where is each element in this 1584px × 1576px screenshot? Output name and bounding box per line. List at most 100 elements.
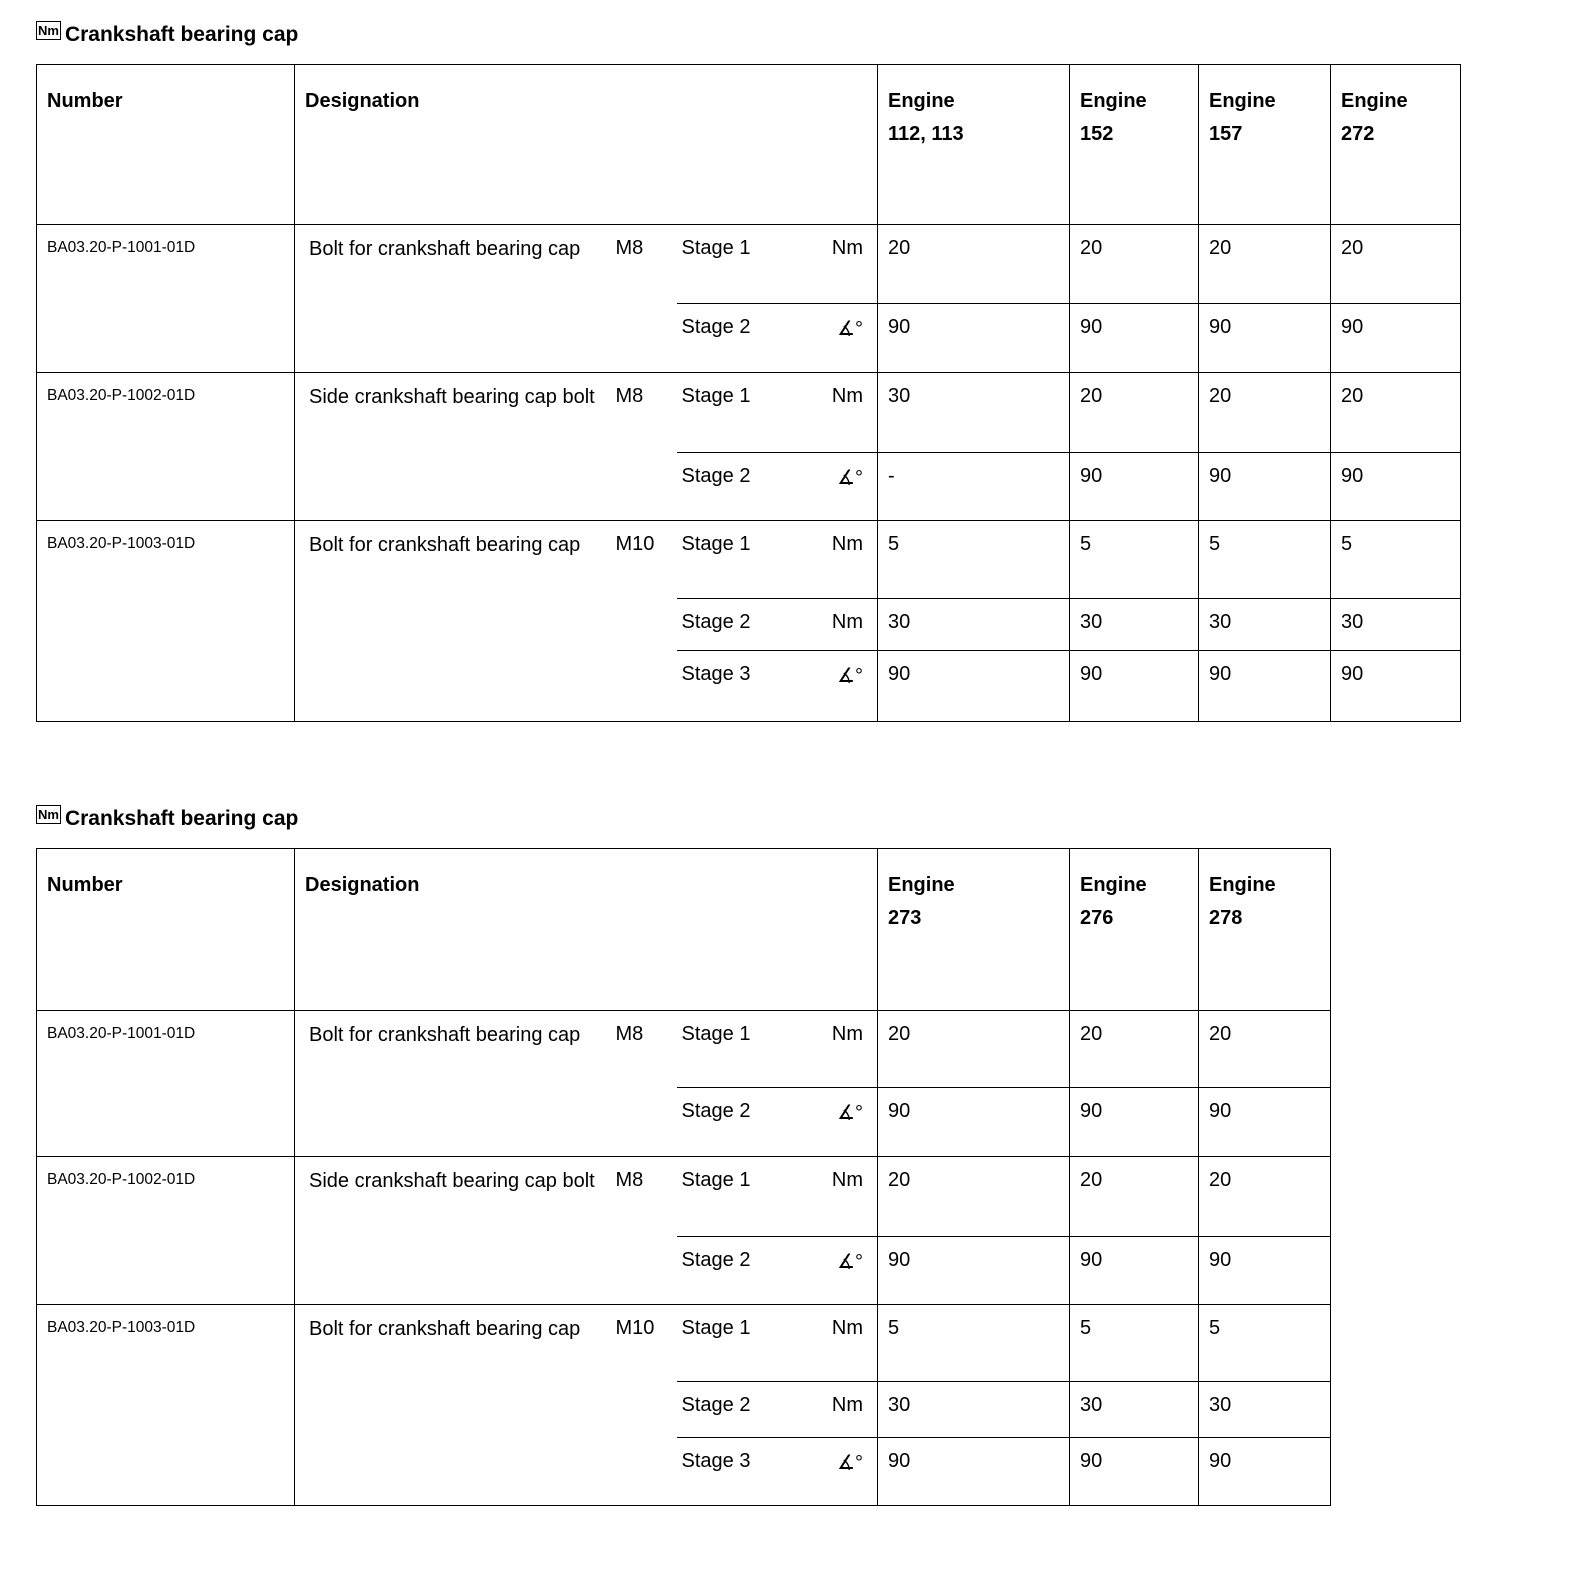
torque-value: 5: [1198, 520, 1331, 599]
header-engine: Engine 152: [1069, 64, 1199, 225]
stage-label: Stage 2: [676, 1381, 816, 1438]
angle-degree-icon: ∡°: [815, 303, 878, 373]
engine-code: 157: [1209, 123, 1243, 145]
angle-degree-icon: ∡°: [815, 452, 878, 521]
torque-value: 20: [1330, 372, 1461, 453]
thread-size: M8: [615, 372, 677, 521]
stage-label: Stage 1: [676, 1156, 816, 1237]
table-row: Stage 2 Nm 30 30 30: [37, 1381, 1331, 1438]
section-title: Nm Crankshaft bearing cap: [36, 804, 1331, 834]
torque-value: 5: [1330, 520, 1461, 599]
torque-value: 5: [1069, 1304, 1199, 1382]
torque-value: 90: [1069, 1437, 1199, 1506]
torque-value: 90: [1330, 650, 1461, 722]
unit-nm: Nm: [815, 1156, 878, 1237]
table-row: Stage 2 ∡° 90 90 90: [37, 1236, 1331, 1305]
unit-nm: Nm: [815, 520, 878, 599]
torque-value: 90: [1198, 1087, 1331, 1157]
table-row: Stage 3 ∡° 90 90 90 90: [37, 650, 1461, 722]
torque-table: Number Designation Engine 112, 113 Engine 152…: [36, 64, 1461, 722]
stage-label: Stage 1: [676, 372, 816, 453]
header-row: Number Designation Engine 273 Engine 276 Engin…: [36, 848, 1331, 1011]
stage-label: Stage 2: [676, 452, 816, 521]
torque-value: 90: [1069, 303, 1199, 373]
unit-nm: Nm: [815, 598, 878, 651]
torque-value: 90: [877, 1437, 1070, 1506]
torque-value: 90: [1330, 452, 1461, 521]
torque-value: 90: [877, 1087, 1070, 1157]
engine-label: Engine: [1209, 90, 1276, 112]
table-row: BA03.20-P-1001-01D Bolt for crankshaft be…: [36, 224, 1461, 373]
thread-size: M10: [615, 520, 677, 722]
stage-label: Stage 2: [676, 1087, 816, 1157]
angle-degree-icon: ∡°: [815, 650, 878, 722]
unit-nm: Nm: [815, 1010, 878, 1088]
torque-value: 30: [877, 1381, 1070, 1438]
torque-value: 20: [1069, 224, 1199, 304]
thread-size: M8: [615, 1156, 677, 1305]
torque-value: 5: [877, 520, 1070, 599]
torque-value: 20: [1330, 224, 1461, 304]
section-title: Nm Crankshaft bearing cap: [36, 20, 1461, 50]
torque-value: 30: [1069, 598, 1199, 651]
torque-value: 20: [1198, 1156, 1331, 1237]
engine-label: Engine: [1080, 90, 1147, 112]
header-engine: Engine 278: [1198, 848, 1331, 1011]
stage-label: Stage 3: [676, 650, 816, 722]
engine-label: Engine: [1341, 90, 1408, 112]
header-designation: Designation: [294, 848, 878, 1011]
header-engine: Engine 276: [1069, 848, 1199, 1011]
engine-label: Engine: [888, 90, 955, 112]
header-engine: Engine 272: [1330, 64, 1461, 225]
header-row: Number Designation Engine 112, 113 Engine 152…: [36, 64, 1461, 225]
table-row: Stage 3 ∡° 90 90 90: [37, 1437, 1331, 1506]
angle-degree-icon: ∡°: [815, 1236, 878, 1305]
torque-nm-icon: Nm: [36, 20, 61, 40]
torque-value: 30: [1198, 598, 1331, 651]
torque-value: 30: [877, 598, 1070, 651]
torque-section: Nm Crankshaft bearing cap Number Designatio…: [36, 20, 1461, 722]
stage-label: Stage 3: [676, 1437, 816, 1506]
engine-label: Engine: [1080, 874, 1147, 896]
part-number: BA03.20-P-1001-01D: [36, 224, 295, 373]
torque-value: -: [877, 452, 1070, 521]
stage-label: Stage 2: [676, 303, 816, 373]
stage-label: Stage 1: [676, 1304, 816, 1382]
unit-nm: Nm: [815, 1304, 878, 1382]
torque-value: 30: [1198, 1381, 1331, 1438]
torque-value: 30: [1330, 598, 1461, 651]
stage-label: Stage 2: [676, 1236, 816, 1305]
torque-value: 20: [1069, 1156, 1199, 1237]
engine-code: 273: [888, 907, 922, 929]
torque-value: 20: [1198, 1010, 1331, 1088]
designation: Bolt for crankshaft bearing cap: [294, 1010, 616, 1157]
designation: Bolt for crankshaft bearing cap: [294, 1304, 616, 1506]
part-number: BA03.20-P-1003-01D: [36, 1304, 295, 1506]
designation: Bolt for crankshaft bearing cap: [294, 224, 616, 373]
part-number: BA03.20-P-1001-01D: [36, 1010, 295, 1157]
torque-value: 90: [1069, 1236, 1199, 1305]
torque-value: 90: [877, 303, 1070, 373]
torque-value: 90: [1198, 650, 1331, 722]
torque-value: 90: [1198, 452, 1331, 521]
header-engine: Engine 112, 113: [877, 64, 1070, 225]
torque-value: 90: [1069, 452, 1199, 521]
torque-value: 90: [1069, 650, 1199, 722]
engine-code: 112, 113: [888, 123, 964, 145]
table-row: BA03.20-P-1003-01D Bolt for crankshaft be…: [36, 1304, 1331, 1506]
torque-value: 90: [1198, 303, 1331, 373]
torque-value: 20: [877, 1010, 1070, 1088]
torque-value: 20: [1069, 1010, 1199, 1088]
stage-label: Stage 1: [676, 1010, 816, 1088]
torque-value: 5: [877, 1304, 1070, 1382]
thread-size: M10: [615, 1304, 677, 1506]
torque-value: 90: [1198, 1236, 1331, 1305]
header-engine: Engine 273: [877, 848, 1070, 1011]
torque-value: 20: [1198, 224, 1331, 304]
engine-label: Engine: [1209, 874, 1276, 896]
torque-value: 30: [877, 372, 1070, 453]
thread-size: M8: [615, 224, 677, 373]
table-row: Stage 2 ∡° -90 90 90: [37, 452, 1461, 521]
angle-degree-icon: ∡°: [815, 1087, 878, 1157]
torque-nm-icon: Nm: [36, 804, 61, 824]
